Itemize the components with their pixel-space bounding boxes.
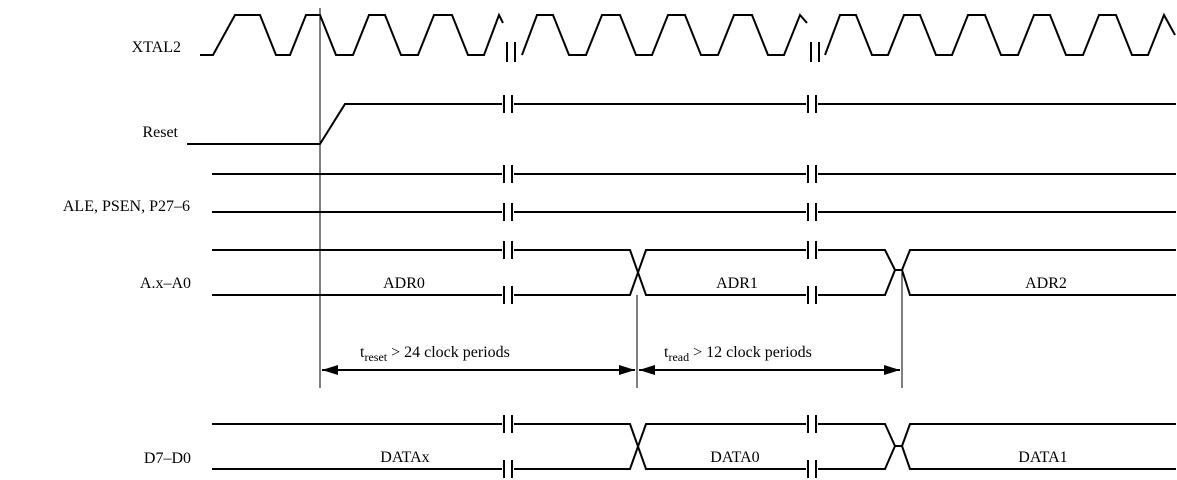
xtal2-break-mark — [506, 42, 516, 62]
t-reset-label: treset > 24 clock periods — [360, 344, 510, 364]
bus-value-adr0: ADR0 — [383, 275, 425, 292]
signal-label-data: D7–D0 — [144, 450, 191, 467]
data-bus-waveform — [212, 423, 1176, 470]
xtal2-clock-waveform-3 — [824, 12, 1176, 56]
xtal2-clock-waveform — [200, 12, 504, 56]
xtal2-clock-waveform-2 — [521, 13, 808, 56]
signal-label-xtal2: XTAL2 — [132, 39, 181, 56]
break-mark — [502, 241, 514, 259]
address-bus-waveform — [212, 249, 1176, 296]
bus-value-datax: DATAx — [380, 449, 429, 466]
break-mark — [806, 241, 818, 259]
break-mark — [806, 460, 818, 478]
break-mark — [502, 286, 514, 304]
line-break-marks — [502, 95, 818, 478]
break-mark — [806, 415, 818, 433]
break-mark — [806, 165, 818, 183]
bus-value-data1: DATA1 — [1018, 449, 1067, 466]
break-mark — [502, 415, 514, 433]
bus-value-data0: DATA0 — [710, 449, 759, 466]
t-read-label: tread > 12 clock periods — [664, 344, 812, 364]
address-bus-waveform-lower — [212, 249, 1176, 296]
break-mark — [806, 203, 818, 221]
signal-label-reset: Reset — [142, 124, 178, 141]
break-mark — [502, 203, 514, 221]
reset-waveform — [187, 103, 1176, 145]
break-mark — [502, 165, 514, 183]
signal-label-ale-psen: ALE, PSEN, P27–6 — [63, 198, 190, 215]
break-mark — [502, 460, 514, 478]
bus-value-adr1: ADR1 — [716, 275, 758, 292]
break-mark — [806, 286, 818, 304]
break-mark — [806, 95, 818, 113]
data-bus-waveform-lower — [212, 423, 1176, 470]
break-mark — [502, 95, 514, 113]
xtal2-break-mark-2 — [810, 42, 820, 62]
bus-value-adr2: ADR2 — [1025, 275, 1067, 292]
signal-label-address: A.x–A0 — [140, 275, 191, 292]
